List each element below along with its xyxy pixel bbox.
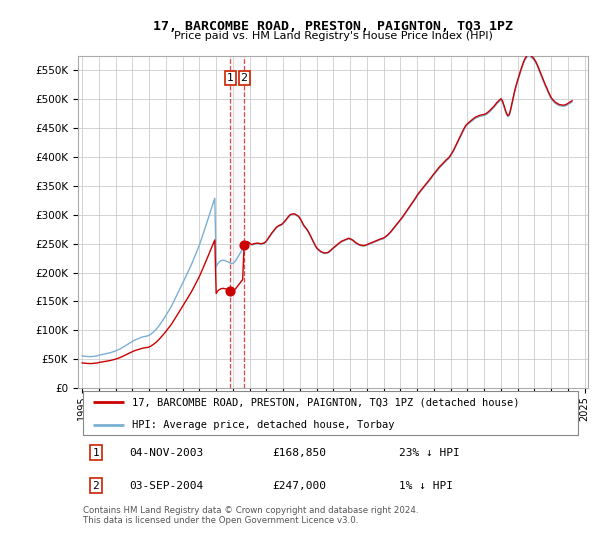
Text: 04-NOV-2003: 04-NOV-2003 [129, 447, 203, 458]
Point [239, 241, 249, 250]
Text: 2: 2 [241, 73, 248, 82]
Text: £247,000: £247,000 [272, 481, 326, 491]
Text: 03-SEP-2004: 03-SEP-2004 [129, 481, 203, 491]
Text: Price paid vs. HM Land Registry's House Price Index (HPI): Price paid vs. HM Land Registry's House … [173, 31, 493, 41]
Text: 1: 1 [227, 73, 234, 82]
Text: 17, BARCOMBE ROAD, PRESTON, PAIGNTON, TQ3 1PZ: 17, BARCOMBE ROAD, PRESTON, PAIGNTON, TQ… [153, 20, 513, 32]
FancyBboxPatch shape [83, 391, 578, 436]
Text: £168,850: £168,850 [272, 447, 326, 458]
Point [226, 286, 235, 295]
Text: 23% ↓ HPI: 23% ↓ HPI [400, 447, 460, 458]
Text: 1: 1 [92, 447, 99, 458]
Text: 1% ↓ HPI: 1% ↓ HPI [400, 481, 454, 491]
Text: HPI: Average price, detached house, Torbay: HPI: Average price, detached house, Torb… [131, 420, 394, 430]
Text: Contains HM Land Registry data © Crown copyright and database right 2024.
This d: Contains HM Land Registry data © Crown c… [83, 506, 419, 525]
Text: 2: 2 [92, 481, 99, 491]
Text: 17, BARCOMBE ROAD, PRESTON, PAIGNTON, TQ3 1PZ (detached house): 17, BARCOMBE ROAD, PRESTON, PAIGNTON, TQ… [131, 397, 519, 407]
Bar [230, 56, 244, 388]
